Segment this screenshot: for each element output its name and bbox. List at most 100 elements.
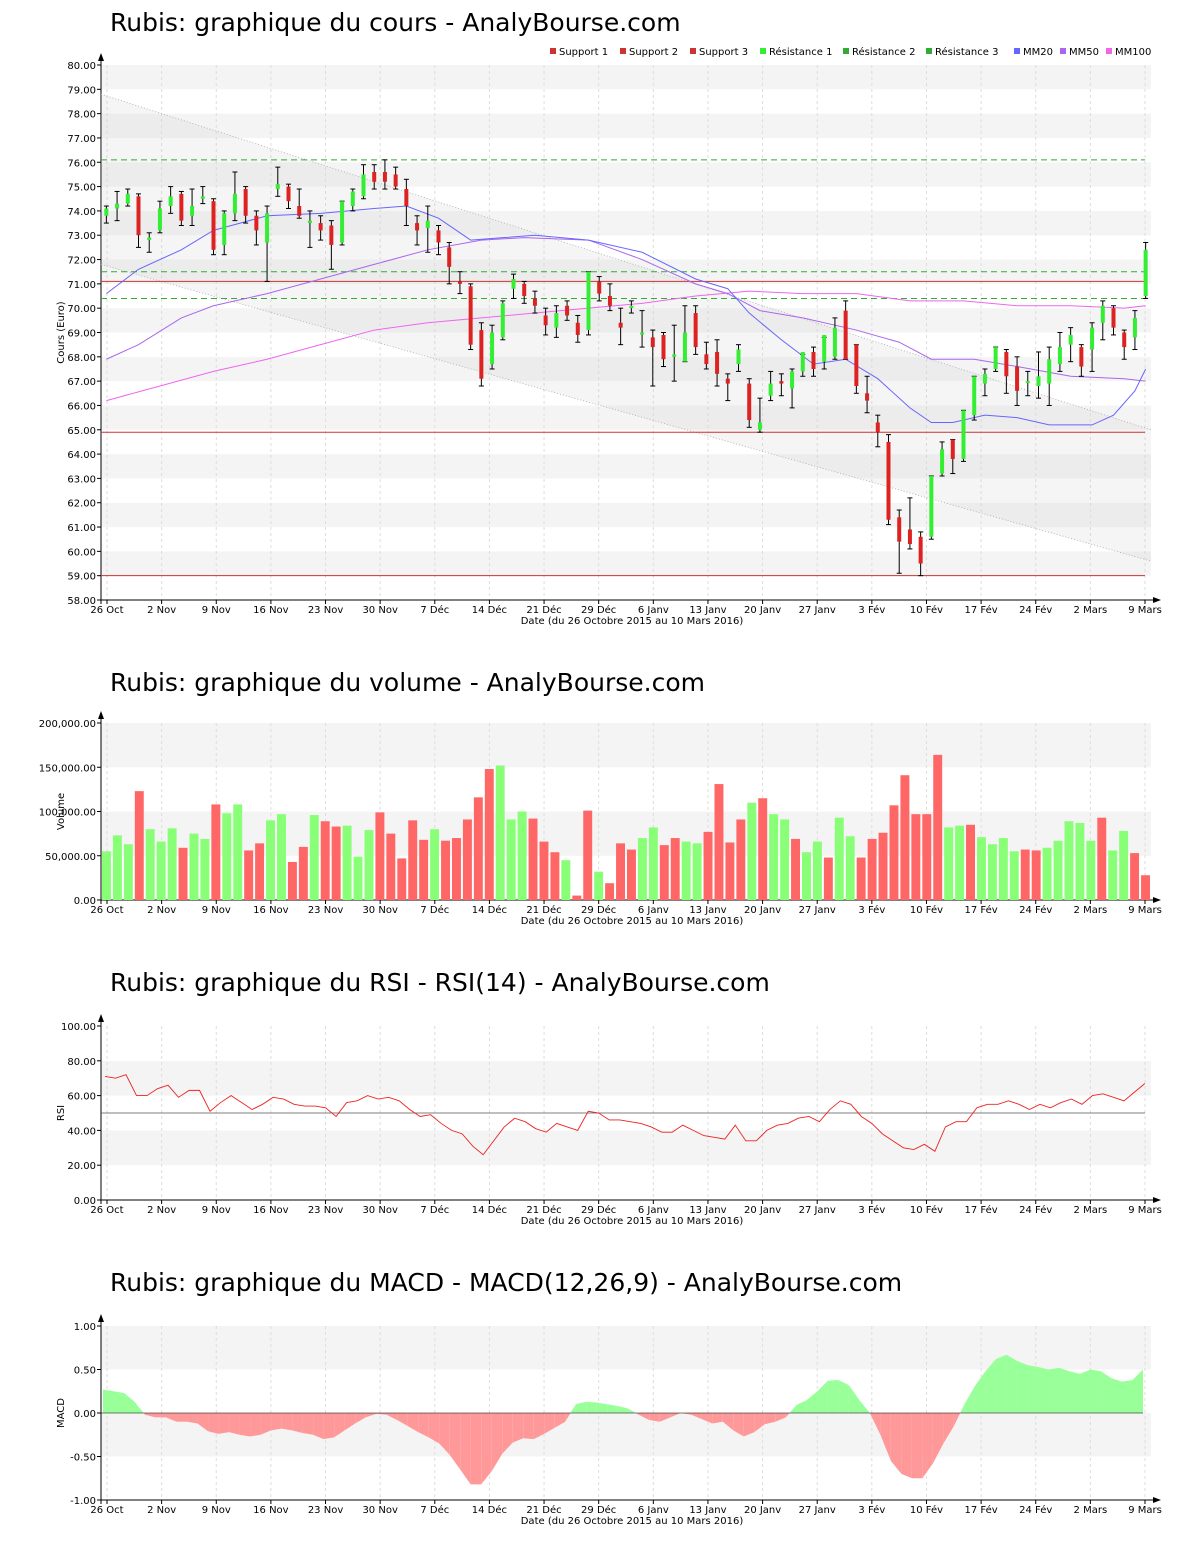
rsi-x-axis-title: Date (du 26 Octobre 2015 au 10 Mars 2016… (521, 1216, 744, 1227)
candle (564, 300, 570, 321)
legend-label: Résistance 3 (935, 46, 998, 58)
macd-negative-area (428, 1413, 440, 1444)
candle-body (811, 351, 816, 369)
macd-negative-area (638, 1413, 650, 1420)
macd-negative-area (659, 1413, 671, 1422)
macd-negative-area (460, 1413, 471, 1485)
rsi-x-tick-label: 29 Déc (581, 1204, 616, 1216)
price-chart-panel: Rubis: graphique du cours - AnalyBourse.… (0, 0, 1200, 640)
candle-body (693, 313, 698, 348)
volume-bar (823, 857, 833, 900)
candle-body (790, 371, 795, 389)
candle (896, 509, 902, 574)
volume-x-axis-title: Date (du 26 Octobre 2015 au 10 Mars 2016… (521, 916, 744, 927)
price-x-tick-label: 9 Mars (1128, 605, 1162, 616)
candle-body (318, 223, 323, 231)
macd-x-tick-label: 21 Déc (526, 1504, 561, 1516)
price-x-tick-label: 20 Janv (744, 605, 781, 616)
volume-bar (397, 858, 407, 900)
candle (1143, 242, 1149, 299)
candle-body (640, 332, 645, 335)
rsi-y-tick-label: 60.00 (67, 1092, 96, 1103)
rsi-x-tick-label: 17 Fév (965, 1204, 998, 1216)
volume-y-tick-label: 200,000.00 (39, 719, 96, 730)
volume-bar (670, 838, 680, 900)
price-y-tick-label: 60.00 (67, 547, 96, 558)
candle (307, 210, 313, 248)
macd-negative-area (533, 1413, 545, 1440)
candle (382, 159, 388, 190)
legend-label: Support 3 (699, 47, 748, 58)
macd-x-tick-label: 9 Nov (202, 1505, 231, 1516)
macd-x-tick-label: 3 Fév (858, 1504, 885, 1516)
candle (125, 188, 131, 207)
price-x-tick-label: 2 Nov (147, 605, 176, 616)
macd-negative-area (250, 1413, 261, 1437)
macd-negative-area (197, 1413, 209, 1432)
rsi-x-tick-label: 21 Déc (526, 1204, 561, 1216)
price-x-tick-label: 26 Oct (90, 605, 123, 616)
price-x-axis-title: Date (du 26 Octobre 2015 au 10 Mars 2016… (521, 616, 744, 627)
candle-body (543, 315, 548, 326)
candle (114, 190, 120, 222)
volume-y-axis-arrow (98, 711, 104, 719)
macd-negative-area (407, 1413, 419, 1433)
price-grid-band (101, 89, 1151, 114)
candle (543, 307, 549, 336)
macd-negative-area (722, 1413, 734, 1431)
candle-body (447, 247, 452, 267)
volume-bar (583, 810, 593, 900)
macd-negative-area (344, 1413, 356, 1431)
candle (286, 183, 291, 209)
volume-x-tick-label: 27 Janv (799, 905, 836, 916)
price-y-axis-arrow (98, 53, 104, 61)
candle-body (179, 193, 184, 221)
legend-label: Résistance 2 (852, 46, 915, 58)
volume-bar (780, 819, 790, 900)
candle (103, 205, 109, 224)
rsi-y-axis-arrow (98, 1014, 104, 1022)
candle-body (468, 286, 473, 345)
rsi-x-tick-label: 14 Déc (472, 1204, 507, 1216)
macd-negative-area (355, 1413, 366, 1424)
candle-body (940, 449, 945, 474)
volume-x-tick-label: 14 Déc (472, 904, 507, 916)
macd-positive-area (113, 1391, 125, 1413)
candle-body (661, 334, 666, 360)
candle-body (329, 225, 334, 245)
volume-x-axis-arrow (1153, 897, 1161, 903)
volume-bar (572, 895, 582, 900)
legend-swatch (1060, 48, 1066, 54)
legend-swatch (926, 48, 932, 54)
price-y-tick-label: 80.00 (67, 61, 96, 72)
candle-body (1015, 366, 1020, 391)
volume-y-axis-title: Volume (56, 793, 67, 830)
volume-bar (812, 841, 822, 900)
volume-x-tick-label: 3 Fév (858, 904, 885, 916)
candle (168, 186, 174, 214)
candle (864, 375, 870, 414)
macd-positive-area (960, 1404, 965, 1413)
price-y-tick-label: 65.00 (67, 426, 96, 437)
candle (361, 164, 366, 200)
candle-body (200, 196, 205, 199)
volume-bar (998, 838, 1008, 900)
candle (725, 373, 731, 402)
candle-body (500, 303, 505, 338)
candle (489, 324, 495, 370)
price-y-tick-label: 61.00 (67, 523, 96, 534)
volume-y-tick-label: 50,000.00 (45, 852, 96, 863)
candle (189, 188, 195, 226)
candle (875, 414, 881, 448)
candle-body (993, 347, 998, 369)
legend-swatch (550, 48, 556, 54)
candle (907, 497, 913, 550)
legend-label: Support 2 (629, 47, 678, 58)
macd-negative-area (943, 1413, 954, 1444)
rsi-x-tick-label: 3 Fév (858, 1204, 885, 1216)
macd-positive-area (1058, 1367, 1070, 1413)
candle-body (768, 383, 773, 396)
volume-bar (900, 775, 910, 900)
volume-bar (911, 814, 921, 900)
volume-bar (1108, 850, 1118, 900)
